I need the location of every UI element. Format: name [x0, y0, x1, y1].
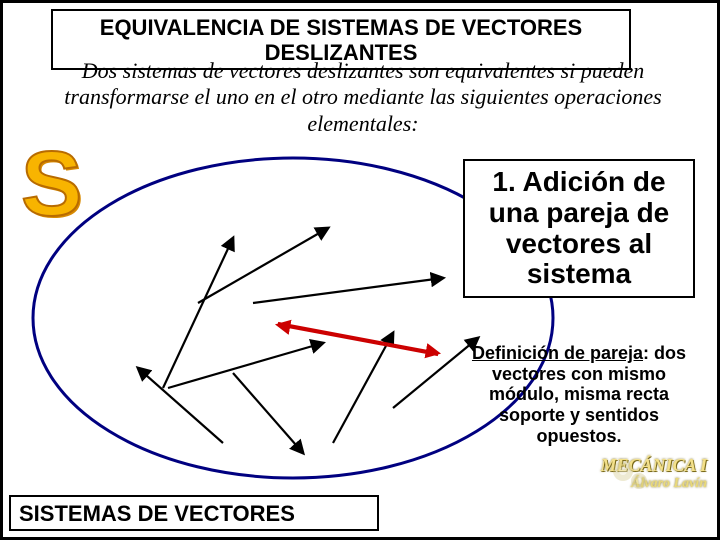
- footer-box: SISTEMAS DE VECTORES: [9, 495, 379, 531]
- gear-icon: [605, 451, 655, 501]
- definition-box: Definición de pareja: dos vectores con m…: [463, 343, 695, 446]
- s-letter-glyph: S: [21, 133, 82, 235]
- definition-head: Definición de pareja: [472, 343, 643, 363]
- slide: EQUIVALENCIA DE SISTEMAS DE VECTORES DES…: [0, 0, 720, 540]
- intro-text: Dos sistemas de vectores deslizantes son…: [33, 58, 693, 137]
- footer-logo: MECÁNICA I Álvaro Lavín: [587, 455, 707, 515]
- operation-box: 1. Adición de una pareja de vectores al …: [463, 159, 695, 298]
- title-line1: EQUIVALENCIA DE SISTEMAS DE VECTORES: [61, 15, 621, 40]
- system-s-label: S: [21, 143, 82, 226]
